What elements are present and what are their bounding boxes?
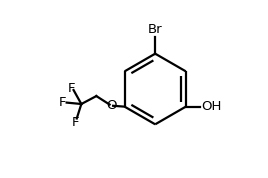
Text: F: F	[72, 116, 79, 129]
Text: O: O	[106, 99, 117, 112]
Text: F: F	[59, 96, 66, 109]
Text: OH: OH	[201, 100, 221, 113]
Text: F: F	[67, 82, 75, 95]
Text: Br: Br	[148, 23, 162, 36]
